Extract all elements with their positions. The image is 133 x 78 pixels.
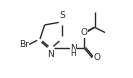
- Text: N: N: [47, 50, 54, 59]
- Text: O: O: [93, 53, 100, 62]
- Text: O: O: [80, 28, 87, 37]
- Text: H: H: [71, 49, 76, 58]
- Text: Br: Br: [19, 40, 29, 49]
- Text: N: N: [70, 44, 77, 53]
- Text: S: S: [59, 11, 65, 20]
